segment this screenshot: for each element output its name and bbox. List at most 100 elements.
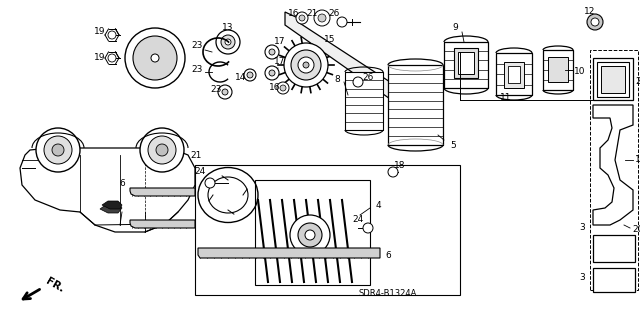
Text: 15: 15 (324, 35, 336, 44)
Circle shape (587, 14, 603, 30)
Circle shape (290, 215, 330, 255)
Circle shape (353, 77, 363, 87)
Text: 19: 19 (94, 27, 106, 36)
Text: SDR4-B1324A: SDR4-B1324A (359, 288, 417, 298)
Text: 17: 17 (275, 38, 285, 47)
Bar (444, 42, 488, 88)
Circle shape (291, 50, 321, 80)
Circle shape (205, 178, 215, 188)
Text: 26: 26 (362, 72, 374, 81)
Text: 3: 3 (579, 273, 585, 283)
Text: 13: 13 (222, 24, 234, 33)
Text: FR.: FR. (44, 276, 66, 294)
Bar (345, 72, 383, 130)
Text: 5: 5 (450, 140, 456, 150)
Circle shape (216, 30, 240, 54)
Polygon shape (20, 148, 195, 232)
Circle shape (280, 85, 286, 91)
Text: 2: 2 (635, 78, 640, 86)
Polygon shape (593, 235, 635, 262)
Circle shape (591, 18, 599, 26)
Text: 3: 3 (579, 224, 585, 233)
Circle shape (221, 35, 235, 49)
Polygon shape (198, 248, 380, 258)
Text: 8: 8 (334, 76, 340, 85)
Circle shape (298, 223, 322, 247)
Text: 11: 11 (500, 93, 512, 102)
Text: 6: 6 (385, 250, 391, 259)
Circle shape (148, 136, 176, 164)
Text: 21: 21 (307, 10, 317, 19)
Text: 16: 16 (288, 10, 300, 19)
Text: 23: 23 (211, 85, 221, 94)
Circle shape (314, 10, 330, 26)
Circle shape (277, 82, 289, 94)
Circle shape (305, 230, 315, 240)
Text: 1: 1 (635, 155, 640, 165)
Text: 21: 21 (190, 151, 202, 160)
Text: 10: 10 (574, 68, 586, 77)
Circle shape (269, 70, 275, 76)
Bar (195, 165, 460, 295)
Circle shape (108, 31, 116, 39)
Bar (458, 52, 474, 74)
Text: 18: 18 (394, 160, 406, 169)
Bar (590, 50, 638, 290)
Circle shape (296, 12, 308, 24)
Circle shape (269, 49, 275, 55)
Polygon shape (593, 268, 635, 292)
Bar (597, 62, 629, 97)
Text: 17: 17 (275, 57, 285, 66)
Circle shape (388, 167, 398, 177)
Circle shape (247, 72, 253, 78)
Polygon shape (130, 220, 195, 228)
Circle shape (108, 54, 116, 62)
Polygon shape (285, 12, 430, 120)
Bar (255, 180, 370, 285)
Text: 26: 26 (328, 10, 340, 19)
Circle shape (222, 89, 228, 95)
Text: 12: 12 (584, 8, 596, 17)
Circle shape (265, 45, 279, 59)
Bar (454, 48, 478, 78)
Polygon shape (100, 204, 122, 213)
Text: 24: 24 (353, 216, 364, 225)
Circle shape (36, 128, 80, 172)
Circle shape (298, 57, 314, 73)
Circle shape (244, 69, 256, 81)
Circle shape (133, 36, 177, 80)
Bar (388, 65, 443, 145)
Circle shape (52, 144, 64, 156)
Bar (548, 57, 568, 82)
Text: 16: 16 (269, 83, 281, 92)
Text: 19: 19 (94, 53, 106, 62)
Text: 23: 23 (191, 65, 203, 75)
Text: 4: 4 (375, 201, 381, 210)
Circle shape (337, 17, 347, 27)
Bar (601, 66, 625, 93)
Bar (504, 62, 524, 88)
Text: 23: 23 (191, 41, 203, 49)
Circle shape (303, 62, 309, 68)
Bar (543, 50, 573, 90)
Bar (508, 66, 520, 83)
Bar (496, 53, 532, 95)
Text: 24: 24 (195, 167, 205, 176)
Polygon shape (102, 201, 122, 209)
Circle shape (140, 128, 184, 172)
Circle shape (363, 223, 373, 233)
Circle shape (299, 15, 305, 21)
Text: 14: 14 (236, 73, 246, 83)
Text: 6: 6 (119, 179, 125, 188)
Circle shape (44, 136, 72, 164)
Polygon shape (593, 105, 633, 225)
Circle shape (318, 14, 326, 22)
Text: 9: 9 (452, 24, 458, 33)
Circle shape (265, 66, 279, 80)
Bar (593, 58, 633, 100)
Circle shape (284, 43, 328, 87)
Circle shape (125, 28, 185, 88)
Polygon shape (130, 188, 195, 196)
Circle shape (225, 39, 231, 45)
Text: 20: 20 (632, 226, 640, 234)
